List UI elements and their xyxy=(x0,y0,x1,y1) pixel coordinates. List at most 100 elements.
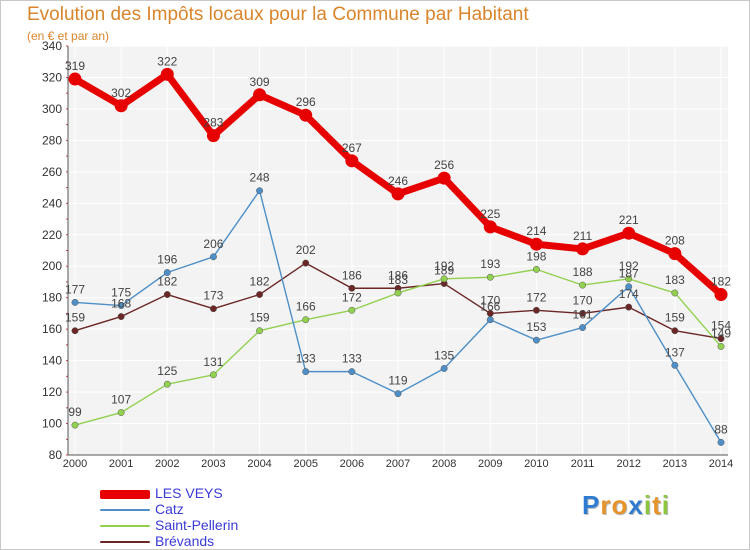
data-label: 187 xyxy=(619,267,639,281)
data-point xyxy=(71,327,79,335)
data-point xyxy=(717,343,725,350)
data-point xyxy=(579,281,587,289)
data-label: 168 xyxy=(111,297,131,311)
data-point xyxy=(671,289,679,297)
data-point xyxy=(671,327,679,335)
x-tick-label: 2009 xyxy=(478,458,502,470)
y-tick-label: 340 xyxy=(42,39,62,53)
data-label: 99 xyxy=(68,405,82,419)
data-label: 193 xyxy=(480,257,500,271)
legend-swatch-catz xyxy=(100,509,150,511)
proxiti-logo: Proxiti xyxy=(582,490,670,521)
data-point xyxy=(671,361,679,369)
data-point xyxy=(483,220,497,234)
data-label: 159 xyxy=(665,311,685,325)
logo-letter: P xyxy=(582,490,601,520)
data-point xyxy=(625,275,633,283)
x-tick-label: 2000 xyxy=(63,458,87,470)
data-point xyxy=(394,289,402,297)
data-label: 125 xyxy=(157,364,177,378)
y-tick-label: 160 xyxy=(42,322,62,336)
data-label: 208 xyxy=(665,234,685,248)
data-point xyxy=(486,316,494,324)
x-tick-label: 2002 xyxy=(155,458,179,470)
data-label: 186 xyxy=(342,268,362,282)
legend-label-les-veys: LES VEYS xyxy=(155,485,223,501)
data-point xyxy=(576,242,590,256)
data-point xyxy=(391,187,405,201)
data-point xyxy=(206,129,220,143)
data-point xyxy=(163,291,171,298)
data-label: 322 xyxy=(157,54,177,68)
data-point xyxy=(117,313,125,321)
logo-letter: i xyxy=(661,490,670,520)
x-tick-label: 2004 xyxy=(247,458,271,470)
data-point xyxy=(345,154,359,168)
x-tick-label: 2007 xyxy=(386,458,410,470)
data-point xyxy=(163,380,171,388)
data-point xyxy=(209,305,217,313)
data-point xyxy=(440,365,448,372)
legend-swatch-brevands xyxy=(100,541,150,543)
data-label: 166 xyxy=(480,300,500,314)
data-label: 189 xyxy=(434,264,454,278)
y-tick-label: 100 xyxy=(42,417,62,431)
data-point xyxy=(532,336,540,344)
data-label: 137 xyxy=(665,345,685,359)
data-point xyxy=(256,327,264,335)
data-label: 296 xyxy=(296,95,316,109)
data-point xyxy=(302,368,310,376)
legend-label-saint-pellerin: Saint-Pellerin xyxy=(155,517,239,533)
data-label: 159 xyxy=(250,311,270,325)
chart-title: Evolution des Impôts locaux pour la Comm… xyxy=(27,4,529,25)
data-point xyxy=(348,368,356,376)
data-point xyxy=(302,259,310,267)
logo-letter: t xyxy=(652,490,662,520)
data-label: 135 xyxy=(434,348,454,362)
data-point xyxy=(532,306,540,314)
data-label: 283 xyxy=(203,116,223,130)
data-label: 192 xyxy=(434,259,454,273)
data-point xyxy=(348,284,356,292)
data-label: 133 xyxy=(296,352,316,366)
data-label: 177 xyxy=(65,282,85,296)
data-point xyxy=(160,67,174,81)
data-label: 182 xyxy=(157,275,177,289)
logo-letter: i xyxy=(643,490,653,520)
data-point xyxy=(117,409,125,416)
data-label: 196 xyxy=(157,253,177,267)
y-tick-label: 180 xyxy=(42,291,62,305)
data-point xyxy=(717,438,725,446)
data-label: 202 xyxy=(296,243,316,257)
data-point xyxy=(117,302,125,310)
legend-label-brevands: Brévands xyxy=(155,533,215,549)
data-label: 172 xyxy=(526,290,546,304)
y-tick-label: 80 xyxy=(49,448,63,462)
x-tick-label: 2014 xyxy=(709,458,733,470)
data-point xyxy=(68,72,82,86)
data-label: 225 xyxy=(480,207,500,221)
x-tick-label: 2008 xyxy=(432,458,456,470)
data-label: 119 xyxy=(388,374,407,388)
data-point xyxy=(256,291,264,298)
data-label: 131 xyxy=(203,355,223,369)
data-label: 192 xyxy=(619,259,639,273)
data-label: 154 xyxy=(711,319,731,333)
logo-letter: o xyxy=(611,490,629,520)
data-label: 159 xyxy=(65,311,85,325)
legend-label-catz: Catz xyxy=(155,501,184,517)
data-point xyxy=(71,421,79,429)
data-label: 88 xyxy=(714,422,728,436)
data-point xyxy=(717,335,725,343)
y-tick-label: 240 xyxy=(42,196,62,210)
data-label: 161 xyxy=(573,308,593,322)
data-point xyxy=(437,171,451,185)
data-point xyxy=(299,108,313,122)
y-tick-label: 140 xyxy=(42,354,62,368)
logo-letter: x xyxy=(628,490,644,520)
data-label: 221 xyxy=(619,213,639,227)
data-label: 133 xyxy=(342,352,362,366)
data-label: 175 xyxy=(111,286,131,300)
data-point xyxy=(253,88,267,102)
